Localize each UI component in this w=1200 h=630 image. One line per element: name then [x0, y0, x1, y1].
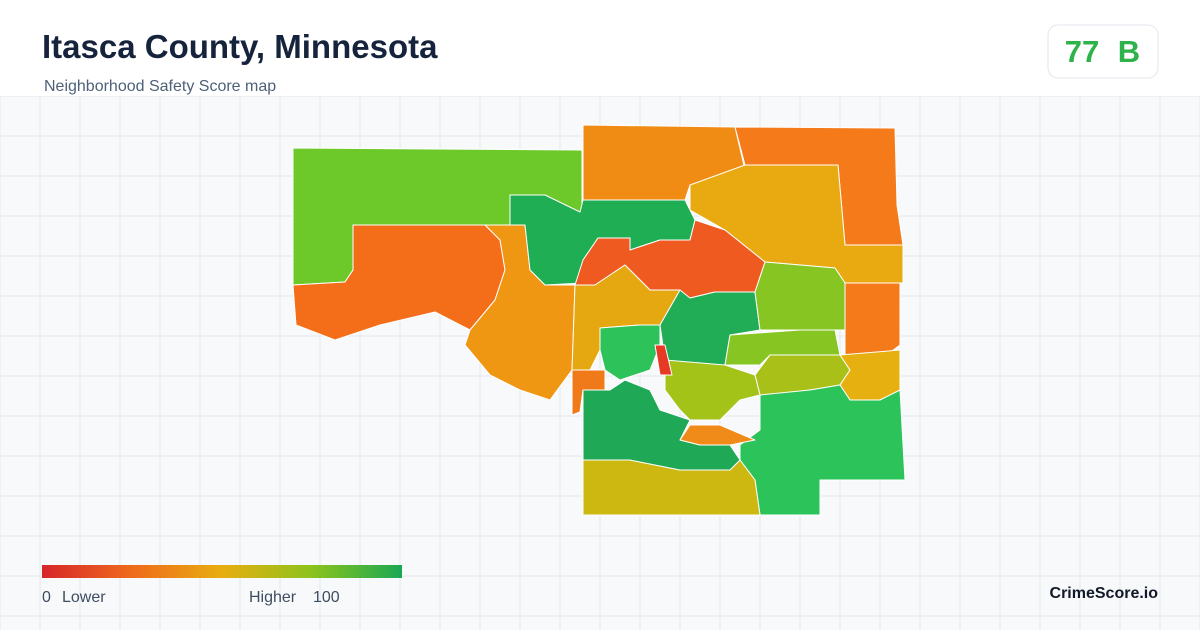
- legend-min: 0: [42, 589, 51, 606]
- score-grade: B: [1118, 34, 1140, 69]
- region: [599, 324, 661, 381]
- region: [679, 424, 756, 446]
- region: [839, 349, 901, 401]
- region: [664, 359, 761, 421]
- legend-gradient: [42, 565, 402, 578]
- brand: CrimeScore.io: [1050, 585, 1159, 602]
- region: [571, 369, 606, 416]
- legend-max: 100: [313, 589, 340, 606]
- subtitle: Neighborhood Safety Score map: [44, 78, 276, 95]
- header-band: [0, 0, 1200, 96]
- region: [844, 282, 901, 361]
- score-badge: [1047, 24, 1159, 79]
- legend-min-label: Lower: [62, 589, 106, 606]
- region: [754, 261, 846, 331]
- region: [739, 384, 906, 516]
- county-map: [292, 124, 906, 516]
- region: [654, 344, 673, 376]
- title: Itasca County, Minnesota: [42, 28, 438, 65]
- legend-max-label: Higher: [249, 589, 297, 606]
- score-value: 77: [1065, 34, 1099, 69]
